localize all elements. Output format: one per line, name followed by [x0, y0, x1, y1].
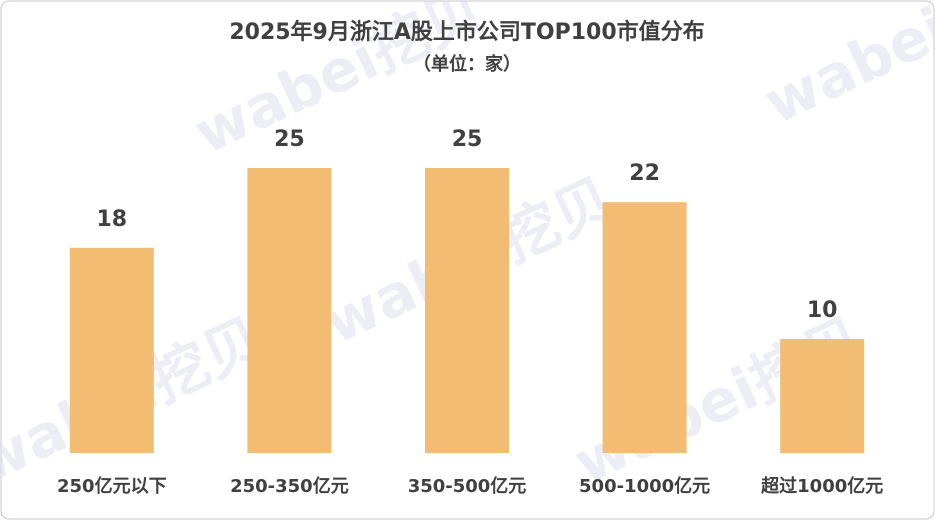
bar: [602, 202, 687, 453]
chart-title: 2025年9月浙江A股上市公司TOP100市值分布: [229, 19, 704, 45]
data-label: 25: [274, 127, 305, 152]
bar: [69, 247, 154, 453]
data-label: 22: [629, 161, 660, 186]
x-tick-label: 250亿元以下: [57, 475, 167, 497]
x-tick-label: 350-500亿元: [408, 475, 527, 497]
bar: [425, 168, 509, 453]
data-label: 25: [452, 127, 483, 152]
data-label: 18: [96, 207, 127, 232]
x-tick-label: 超过1000亿元: [761, 475, 883, 497]
x-tick-label: 500-1000亿元: [579, 475, 710, 497]
chart-subtitle: （单位：家）: [413, 53, 521, 75]
data-label: 10: [807, 298, 838, 323]
bar: [247, 168, 332, 453]
bar: [780, 339, 865, 453]
x-tick-label: 250-350亿元: [230, 475, 349, 497]
